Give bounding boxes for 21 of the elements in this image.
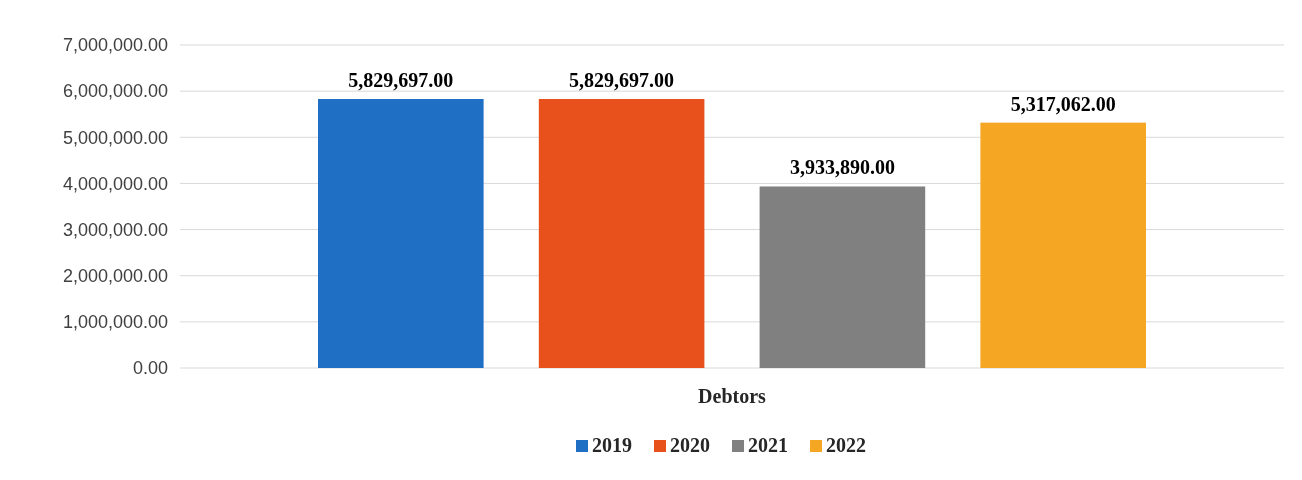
data-label: 5,317,062.00 <box>1010 92 1116 115</box>
data-label: 3,933,890.00 <box>789 156 895 179</box>
bar <box>538 99 705 368</box>
legend-label: 2020 <box>670 434 710 456</box>
y-tick-label: 6,000,000.00 <box>62 81 168 102</box>
legend-label: 2021 <box>748 434 788 456</box>
y-tick-label: 4,000,000.00 <box>62 173 168 194</box>
legend-label: 2019 <box>592 434 632 456</box>
y-tick-label: 5,000,000.00 <box>62 127 168 148</box>
y-tick-label: 1,000,000.00 <box>62 312 168 333</box>
bar <box>759 186 926 368</box>
legend-label: 2022 <box>826 434 866 456</box>
bar <box>318 99 484 368</box>
y-tick-label: 3,000,000.00 <box>62 219 168 240</box>
y-tick-label: 2,000,000.00 <box>62 266 168 287</box>
data-label: 5,829,697.00 <box>569 69 675 91</box>
y-tick-label: 7,000,000.00 <box>62 35 168 56</box>
bar <box>980 122 1146 368</box>
x-tick-label: Debtors <box>698 385 767 407</box>
data-label: 5,829,697.00 <box>348 69 454 91</box>
y-tick-label: 0.00 <box>132 358 168 379</box>
